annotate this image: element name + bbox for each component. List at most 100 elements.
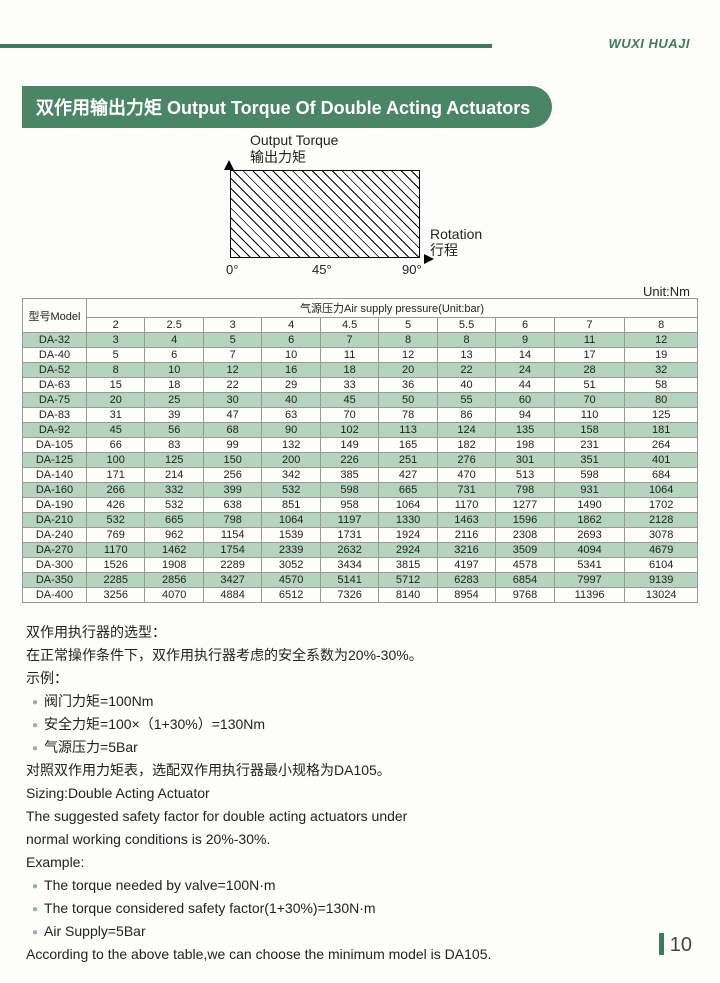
cell-value: 100 — [87, 453, 145, 468]
table-row: DA-528101216182022242832 — [23, 363, 698, 378]
cell-value: 931 — [554, 483, 625, 498]
cell-value: 958 — [320, 498, 378, 513]
cell-value: 598 — [320, 483, 378, 498]
cell-value: 36 — [379, 378, 437, 393]
cell-value: 171 — [87, 468, 145, 483]
cell-value: 5 — [87, 348, 145, 363]
cell-value: 6283 — [437, 573, 495, 588]
table-row: DA-125100125150200226251276301351401 — [23, 453, 698, 468]
table-row: DA-9245566890102113124135158181 — [23, 423, 698, 438]
cell-model: DA-52 — [23, 363, 87, 378]
cell-value: 2128 — [625, 513, 698, 528]
cell-value: 1170 — [437, 498, 495, 513]
cell-value: 22 — [203, 378, 261, 393]
table-row: DA-32345678891112 — [23, 333, 698, 348]
th-pressure: 气源压力Air supply pressure(Unit:bar) — [87, 299, 698, 318]
unit-label: Unit:Nm — [643, 284, 690, 299]
cell-value: 256 — [203, 468, 261, 483]
en-concl: According to the above table,we can choo… — [26, 944, 686, 965]
cell-value: 6512 — [262, 588, 320, 603]
cell-value: 1924 — [379, 528, 437, 543]
cell-value: 1277 — [496, 498, 554, 513]
cell-value: 4 — [145, 333, 203, 348]
cell-value: 63 — [262, 408, 320, 423]
cell-value: 8140 — [379, 588, 437, 603]
cell-value: 113 — [379, 423, 437, 438]
cell-value: 301 — [496, 453, 554, 468]
cell-value: 2285 — [87, 573, 145, 588]
cell-value: 78 — [379, 408, 437, 423]
cell-value: 9768 — [496, 588, 554, 603]
en-ex: Example: — [26, 852, 686, 873]
cell-model: DA-300 — [23, 558, 87, 573]
cell-value: 200 — [262, 453, 320, 468]
cell-value: 1330 — [379, 513, 437, 528]
cell-value: 12 — [203, 363, 261, 378]
cell-value: 80 — [625, 393, 698, 408]
page-number: 10 — [659, 933, 692, 957]
cn-h2: 在正常操作条件下，双作用执行器考虑的安全系数为20%-30%。 — [26, 645, 686, 666]
cell-value: 532 — [87, 513, 145, 528]
table-row: DA-833139476370788694110125 — [23, 408, 698, 423]
cell-value: 2632 — [320, 543, 378, 558]
cell-value: 4578 — [496, 558, 554, 573]
cell-value: 44 — [496, 378, 554, 393]
th-col-5: 5 — [379, 318, 437, 333]
cell-value: 684 — [625, 468, 698, 483]
th-col-9: 8 — [625, 318, 698, 333]
cell-value: 125 — [625, 408, 698, 423]
section-title: 双作用输出力矩 Output Torque Of Double Acting A… — [22, 86, 552, 128]
cell-value: 13024 — [625, 588, 698, 603]
cell-value: 11 — [554, 333, 625, 348]
cell-value: 30 — [203, 393, 261, 408]
cell-value: 1154 — [203, 528, 261, 543]
cell-value: 231 — [554, 438, 625, 453]
cell-value: 10 — [262, 348, 320, 363]
cell-value: 70 — [320, 408, 378, 423]
cell-model: DA-83 — [23, 408, 87, 423]
cell-value: 158 — [554, 423, 625, 438]
th-col-6: 5.5 — [437, 318, 495, 333]
table-row: DA-3502285285634274570514157126283685479… — [23, 573, 698, 588]
table-row: DA-2105326657981064119713301463159618622… — [23, 513, 698, 528]
cell-value: 2856 — [145, 573, 203, 588]
en-b3: Air Supply=5Bar — [32, 921, 686, 942]
cell-value: 4094 — [554, 543, 625, 558]
cell-model: DA-160 — [23, 483, 87, 498]
cell-value: 532 — [262, 483, 320, 498]
en-h2: The suggested safety factor for double a… — [26, 806, 686, 827]
cell-value: 45 — [320, 393, 378, 408]
cell-value: 426 — [87, 498, 145, 513]
cell-value: 102 — [320, 423, 378, 438]
cell-value: 4197 — [437, 558, 495, 573]
cell-value: 3256 — [87, 588, 145, 603]
cell-value: 1197 — [320, 513, 378, 528]
cell-value: 11 — [320, 348, 378, 363]
cell-value: 15 — [87, 378, 145, 393]
cell-value: 962 — [145, 528, 203, 543]
cell-value: 638 — [203, 498, 261, 513]
cell-value: 769 — [87, 528, 145, 543]
cn-ex: 示例： — [26, 668, 686, 689]
cell-model: DA-350 — [23, 573, 87, 588]
cell-value: 14 — [496, 348, 554, 363]
cn-b1: 阀门力矩=100Nm — [32, 691, 686, 712]
table-row: DA-3001526190822893052343438154197457853… — [23, 558, 698, 573]
th-col-1: 2.5 — [145, 318, 203, 333]
cn-b2: 安全力矩=100×（1+30%）=130Nm — [32, 714, 686, 735]
cell-value: 385 — [320, 468, 378, 483]
cell-value: 12 — [625, 333, 698, 348]
cell-value: 1754 — [203, 543, 261, 558]
cell-model: DA-125 — [23, 453, 87, 468]
cell-value: 7997 — [554, 573, 625, 588]
cell-value: 22 — [437, 363, 495, 378]
cell-value: 1731 — [320, 528, 378, 543]
th-col-0: 2 — [87, 318, 145, 333]
cell-value: 9139 — [625, 573, 698, 588]
table-row: DA-105668399132149165182198231264 — [23, 438, 698, 453]
notes-block: 双作用执行器的选型： 在正常操作条件下，双作用执行器考虑的安全系数为20%-30… — [26, 622, 686, 967]
cell-value: 665 — [145, 513, 203, 528]
cell-value: 132 — [262, 438, 320, 453]
cell-value: 401 — [625, 453, 698, 468]
cell-model: DA-140 — [23, 468, 87, 483]
